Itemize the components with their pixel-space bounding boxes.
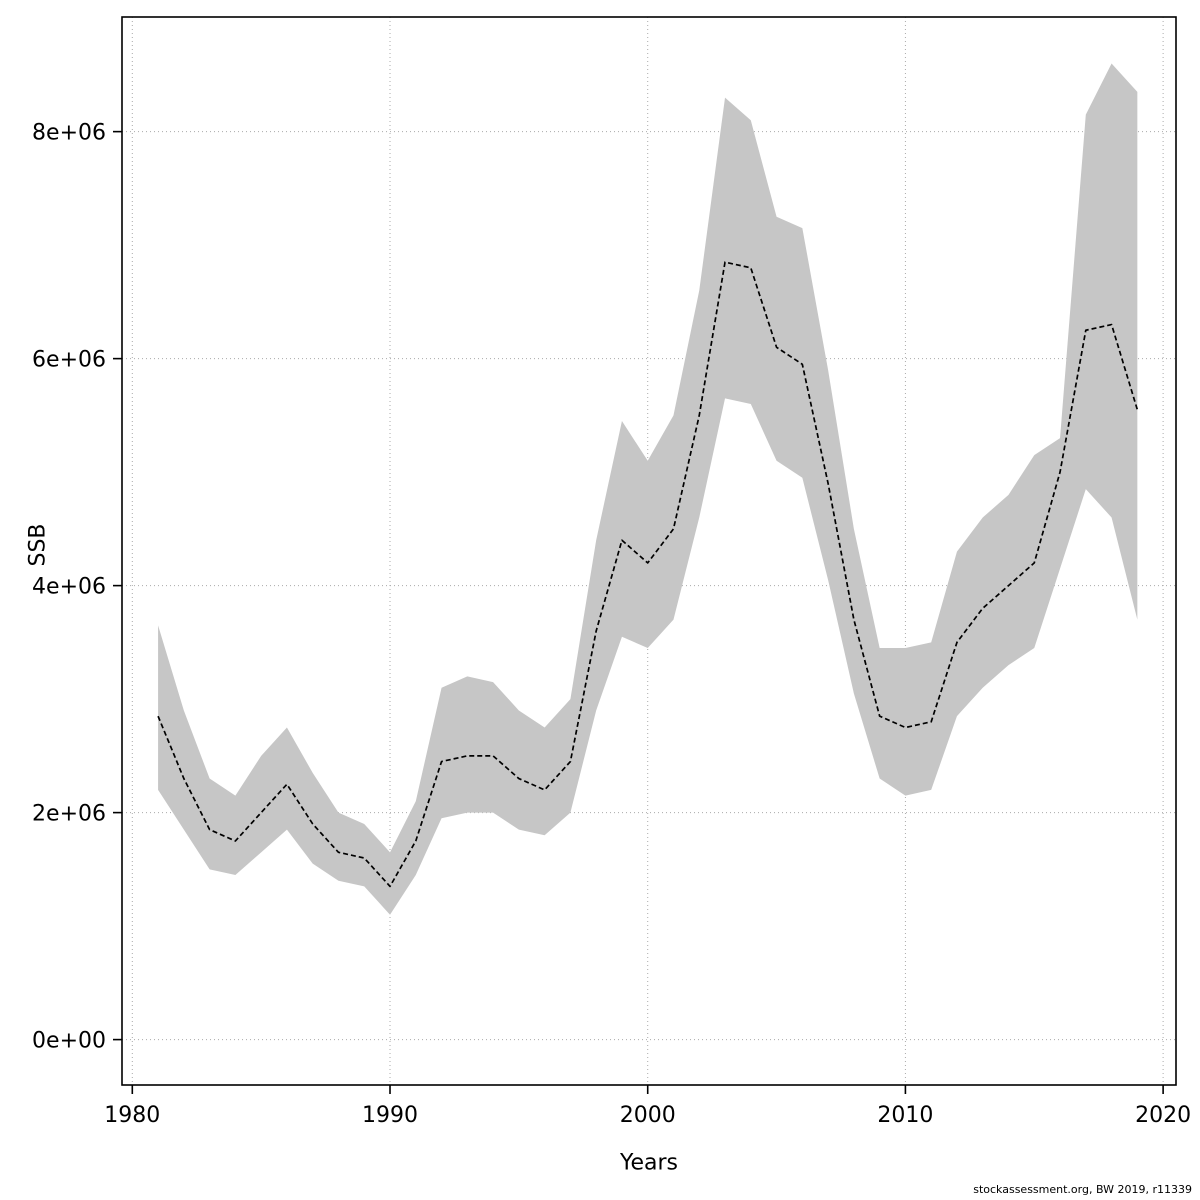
y-tick-label: 4e+06	[32, 575, 106, 600]
source-attribution: stockassessment.org, BW 2019, r11339	[973, 1183, 1192, 1196]
x-axis-label: Years	[619, 1150, 679, 1176]
x-tick-label: 2010	[877, 1103, 933, 1128]
x-tick-label: 2000	[620, 1103, 676, 1128]
x-tick-label: 1990	[362, 1103, 418, 1128]
ssb-estimate-line	[157, 261, 1139, 888]
y-axis-label: SSB	[25, 523, 51, 567]
y-tick-label: 0e+00	[32, 1029, 106, 1054]
y-tick-label: 2e+06	[32, 802, 106, 827]
x-tick-label: 2020	[1135, 1103, 1191, 1128]
y-tick-label: 8e+06	[32, 121, 106, 146]
confidence-band	[158, 63, 1138, 915]
y-tick-label: 6e+06	[32, 348, 106, 373]
plot-border	[121, 16, 1177, 1086]
x-tick-label: 1980	[104, 1103, 160, 1128]
